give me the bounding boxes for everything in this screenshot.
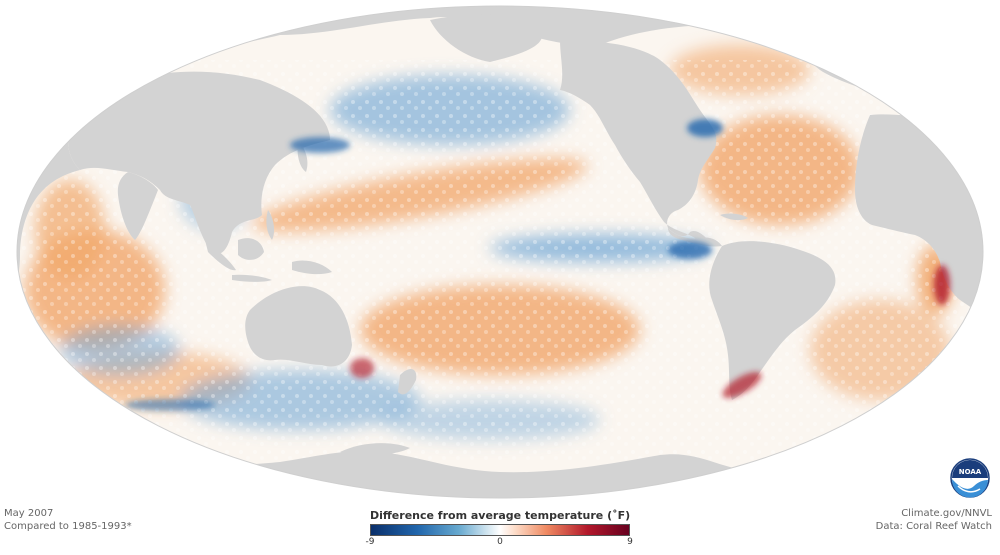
- globe-outline: [16, 5, 984, 499]
- legend-ticks: -9 0 9: [366, 536, 633, 550]
- anomaly-cold-peru: [668, 241, 712, 259]
- land-central-america: [668, 228, 722, 247]
- anomaly-cold-kuroshio: [290, 137, 350, 153]
- noaa-logo: NOAA: [950, 458, 990, 498]
- land-greenland: [430, 14, 542, 62]
- land-ross-shelf: [340, 443, 410, 456]
- noaa-logo-icon: NOAA: [950, 458, 990, 498]
- land-caribbean: [720, 213, 748, 221]
- land-new-guinea: [292, 260, 332, 275]
- legend-title: Difference from average temperature (˚F): [370, 509, 631, 522]
- land-south-america: [709, 241, 836, 400]
- caption-right: Climate.gov/NNVL Data: Coral Reef Watch: [876, 507, 992, 533]
- anomaly-hot-chile: [722, 372, 762, 398]
- anomaly-cold-gulfstream: [687, 119, 723, 137]
- sea-surface-temperature-map: [16, 5, 984, 499]
- legend-mid-label: 0: [497, 537, 503, 547]
- legend-max-label: 9: [627, 537, 633, 547]
- land-java: [232, 274, 272, 282]
- data-credit: Data: Coral Reef Watch: [875, 521, 992, 532]
- baseline-note: Compared to 1985-1993*: [4, 521, 132, 532]
- land-north-america: [560, 40, 717, 245]
- legend-color-bar: [370, 524, 630, 536]
- source-credit: Climate.gov/NNVL: [901, 508, 992, 519]
- anomaly-hot-namibia: [934, 265, 950, 305]
- map-date: May 2007: [4, 508, 54, 519]
- anomaly-hot-aus-se: [350, 358, 374, 378]
- noaa-logo-text: NOAA: [959, 468, 982, 476]
- coastal-anomalies: [125, 119, 950, 411]
- legend-min-label: -9: [365, 537, 375, 547]
- land-australia: [245, 286, 352, 367]
- land-borneo: [238, 238, 264, 260]
- map-svg: [16, 5, 984, 499]
- land-asia: [68, 71, 330, 254]
- caption-left: May 2007 Compared to 1985-1993*: [4, 507, 132, 533]
- land-new-zealand: [398, 368, 417, 395]
- anomaly-cold-southern: [125, 399, 215, 411]
- land-sumatra: [205, 240, 236, 271]
- land-india: [117, 172, 158, 240]
- land-philippines: [266, 210, 275, 240]
- color-legend: Difference from average temperature (˚F)…: [366, 508, 633, 550]
